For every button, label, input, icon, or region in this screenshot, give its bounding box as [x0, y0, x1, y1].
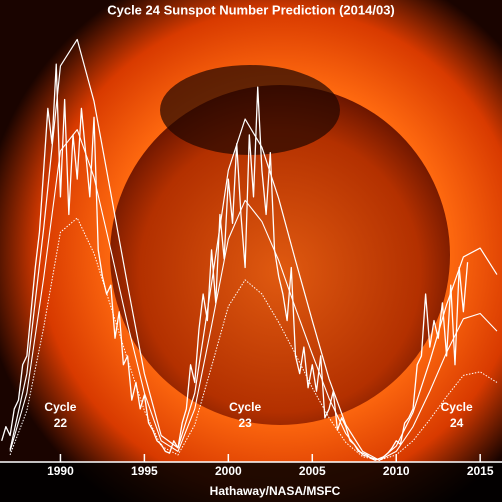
x-tick-label: 1995: [131, 464, 158, 478]
sun-disk: [110, 85, 450, 425]
annotation: 23: [238, 416, 252, 430]
annotation: Cycle: [229, 400, 261, 414]
annotation: 22: [54, 416, 68, 430]
x-tick-label: 2015: [467, 464, 494, 478]
x-tick-label: 2010: [383, 464, 410, 478]
axis-band: [0, 462, 502, 502]
annotation: Cycle: [44, 400, 76, 414]
x-tick-label: 1990: [47, 464, 74, 478]
series-line: [9, 217, 498, 461]
annotation: Cycle: [441, 400, 473, 414]
x-tick-label: 2000: [215, 464, 242, 478]
x-tick-label: 2005: [299, 464, 326, 478]
chart-title: Cycle 24 Sunspot Number Prediction (2014…: [107, 2, 395, 17]
annotation: 24: [450, 416, 464, 430]
series-line: [9, 38, 498, 461]
series-line: [1, 63, 469, 461]
series-line: [9, 129, 498, 461]
x-axis-label: Hathaway/NASA/MSFC: [210, 484, 341, 498]
coronal-hole: [160, 65, 340, 155]
